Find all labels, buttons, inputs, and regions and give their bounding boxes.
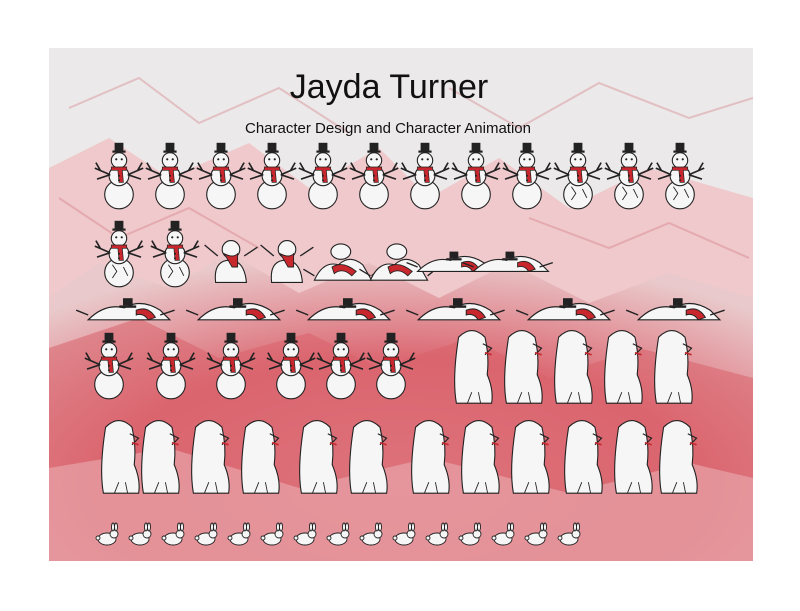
- snowman-pile-frame: [405, 298, 505, 321]
- snowman-idle-frame: [145, 142, 195, 210]
- snowman-reform-frame: [146, 332, 196, 400]
- yeti-frame: [411, 420, 450, 494]
- sprite-sheet: [75, 142, 725, 546]
- snowman-pile-frame: [295, 298, 395, 321]
- yeti-frame: [299, 420, 338, 494]
- snowman-idle-frame: [349, 142, 399, 210]
- poster-subtitle: Character Design and Character Animation: [245, 120, 531, 137]
- bunny-frame: [128, 522, 152, 546]
- bunny-frame: [425, 522, 449, 546]
- bunny-frame: [293, 522, 317, 546]
- yeti-frame: [454, 330, 493, 404]
- snowman-cracked-frame: [655, 142, 705, 210]
- snowman-pile-frame: [625, 298, 725, 321]
- bunny-frame: [161, 522, 185, 546]
- snowman-cracked-frame: [94, 220, 144, 288]
- yeti-frame: [461, 420, 500, 494]
- snowman-idle-frame: [451, 142, 501, 210]
- snowman-pile-frame: [185, 298, 285, 321]
- yeti-frame: [564, 420, 603, 494]
- yeti-frame: [659, 420, 698, 494]
- snowman-pile-frame: [75, 298, 175, 321]
- snowman-breaking-frame: [260, 240, 314, 283]
- bunny-frame: [557, 522, 581, 546]
- bunny-frame: [524, 522, 548, 546]
- bunny-frame: [194, 522, 218, 546]
- snowman-reform-frame: [84, 332, 134, 400]
- yeti-frame: [191, 420, 230, 494]
- yeti-frame: [141, 420, 180, 494]
- snowman-idle-frame: [502, 142, 552, 210]
- poster-title: Jayda Turner: [289, 68, 489, 106]
- snowman-idle-frame: [247, 142, 297, 210]
- snowman-cracked-frame: [553, 142, 603, 210]
- bunny-frame: [392, 522, 416, 546]
- yeti-frame: [654, 330, 693, 404]
- yeti-frame: [241, 420, 280, 494]
- snowman-reform-frame: [266, 332, 316, 400]
- snowman-collapse-frame: [303, 243, 384, 281]
- bunny-frame: [491, 522, 515, 546]
- snowman-breaking-frame: [204, 240, 258, 283]
- snowman-reform-frame: [206, 332, 256, 400]
- yeti-frame: [614, 420, 653, 494]
- snowman-idle-frame: [400, 142, 450, 210]
- bunny-frame: [95, 522, 119, 546]
- bunny-frame: [227, 522, 251, 546]
- snowman-idle-frame: [298, 142, 348, 210]
- bunny-frame: [458, 522, 482, 546]
- snowman-pile-frame: [515, 298, 615, 321]
- snowman-cracked-frame: [150, 220, 200, 288]
- snowman-collapse-frame: [359, 243, 440, 281]
- yeti-frame: [604, 330, 643, 404]
- bunny-frame: [359, 522, 383, 546]
- yeti-frame: [349, 420, 388, 494]
- snowman-idle-frame: [196, 142, 246, 210]
- yeti-frame: [101, 420, 140, 494]
- bunny-frame: [260, 522, 284, 546]
- bunny-frame: [326, 522, 350, 546]
- snowman-reform-frame: [366, 332, 416, 400]
- yeti-frame: [554, 330, 593, 404]
- yeti-frame: [504, 330, 543, 404]
- yeti-frame: [511, 420, 550, 494]
- snowman-cracked-frame: [604, 142, 654, 210]
- snowman-idle-frame: [94, 142, 144, 210]
- poster: Jayda Turner Character Design and Charac…: [49, 48, 753, 561]
- snowman-reform-frame: [316, 332, 366, 400]
- snowman-pile-frame: [462, 251, 554, 272]
